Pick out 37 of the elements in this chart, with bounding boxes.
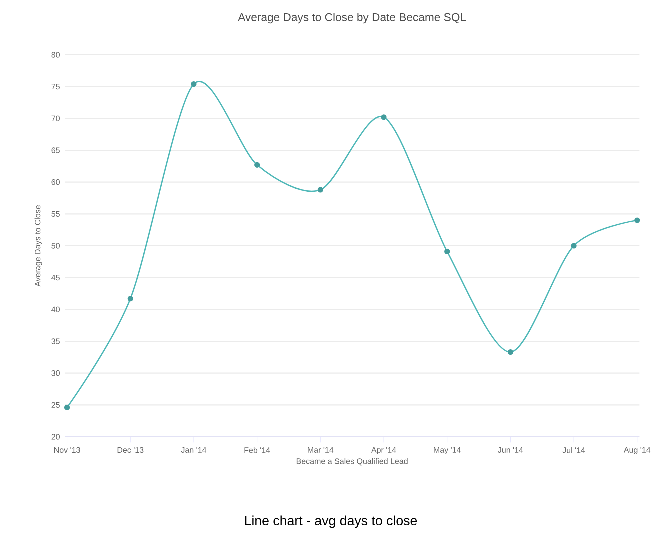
x-tick-label: Feb '14 <box>244 447 270 454</box>
chart-title: Average Days to Close by Date Became SQL <box>238 13 466 24</box>
y-tick-label: 30 <box>52 370 60 376</box>
x-tick-label: Mar '14 <box>308 447 334 453</box>
point <box>381 114 387 120</box>
point <box>64 404 70 411</box>
y-tick-label: 40 <box>52 306 60 312</box>
x-tick-label: Nov '13 <box>54 447 80 454</box>
y-axis-title: Average Days to Close <box>34 206 42 287</box>
point <box>444 248 450 255</box>
y-tick-label: 50 <box>52 243 60 249</box>
y-tick-label: 80 <box>52 52 60 58</box>
y-tick-label: 35 <box>52 338 60 344</box>
x-tick-label: Dec '13 <box>118 447 144 454</box>
y-tick-label: 20 <box>52 434 60 440</box>
point <box>191 81 197 88</box>
text: Line chart - avg days to close <box>245 516 418 528</box>
point <box>571 243 577 249</box>
x-tick-label: Jul '14 <box>562 447 586 454</box>
point <box>318 187 324 193</box>
x-axis-title: Became a Sales Qualified Lead <box>296 458 408 466</box>
x-tick-label: Jun '14 <box>498 447 524 453</box>
y-tick-label: 25 <box>52 402 60 408</box>
y-tick-label: 70 <box>52 116 60 122</box>
y-tick-label: 75 <box>52 84 60 90</box>
y-tick-label: 55 <box>52 211 60 217</box>
y-tick-label: 45 <box>52 275 60 281</box>
point <box>508 350 514 356</box>
point <box>634 218 640 224</box>
x-tick-label: May '14 <box>434 447 461 455</box>
y-tick-label: 60 <box>52 180 60 186</box>
y-tick-label: 65 <box>52 148 60 154</box>
point <box>128 296 134 302</box>
x-tick-label: Aug '14 <box>624 447 651 455</box>
x-tick-label: Apr '14 <box>371 447 396 455</box>
x-tick-label: Jan '14 <box>181 447 207 453</box>
point <box>254 162 260 168</box>
